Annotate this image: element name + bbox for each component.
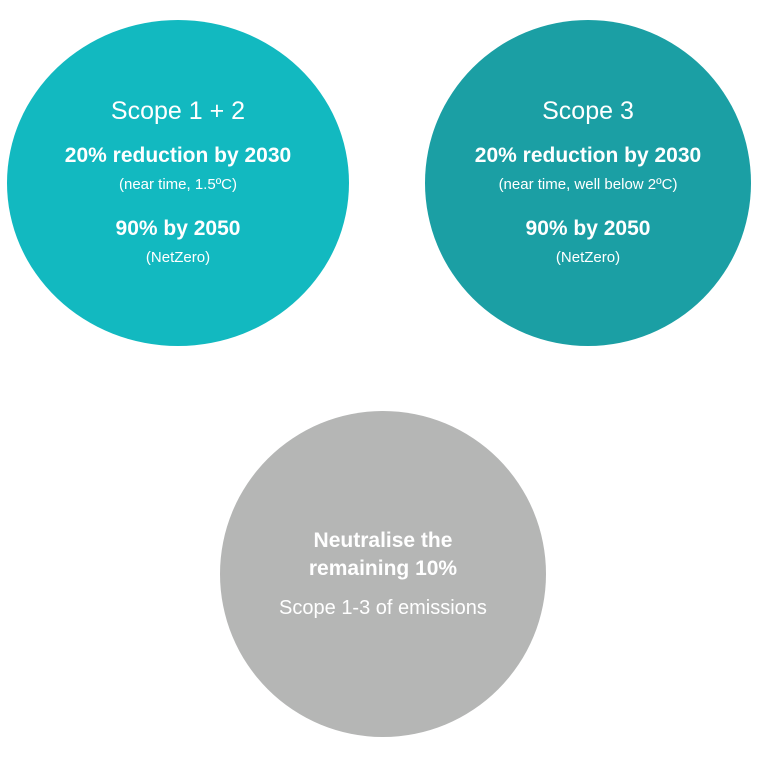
scope-1-2-title: Scope 1 + 2 xyxy=(110,97,246,125)
scope-3-reduction-note: (near time, well below 2ºC) xyxy=(498,176,678,193)
scope-1-2-circle: Scope 1 + 2 20% reduction by 2030 (near … xyxy=(7,20,349,346)
neutralise-title-line-1: Neutralise the xyxy=(313,529,453,552)
scope-3-title: Scope 3 xyxy=(542,97,634,125)
scope-3-circle: Scope 3 20% reduction by 2030 (near time… xyxy=(425,20,751,346)
scope-1-2-long-term-target: 90% by 2050 xyxy=(115,217,241,240)
scope-1-2-long-term-note: (NetZero) xyxy=(145,249,211,266)
neutralise-circle: Neutralise the remaining 10% Scope 1-3 o… xyxy=(220,411,546,737)
neutralise-note: Scope 1-3 of emissions xyxy=(279,597,487,619)
scope-3-long-term-target: 90% by 2050 xyxy=(525,217,651,240)
neutralise-title: Neutralise the remaining 10% xyxy=(220,527,546,583)
scope-3-long-term-note: (NetZero) xyxy=(555,249,621,266)
scope-1-2-reduction-target: 20% reduction by 2030 xyxy=(64,144,292,167)
scope-1-2-reduction-note: (near time, 1.5ºC) xyxy=(118,176,237,193)
scope-3-reduction-target: 20% reduction by 2030 xyxy=(474,144,702,167)
neutralise-title-line-2: remaining 10% xyxy=(308,557,458,580)
